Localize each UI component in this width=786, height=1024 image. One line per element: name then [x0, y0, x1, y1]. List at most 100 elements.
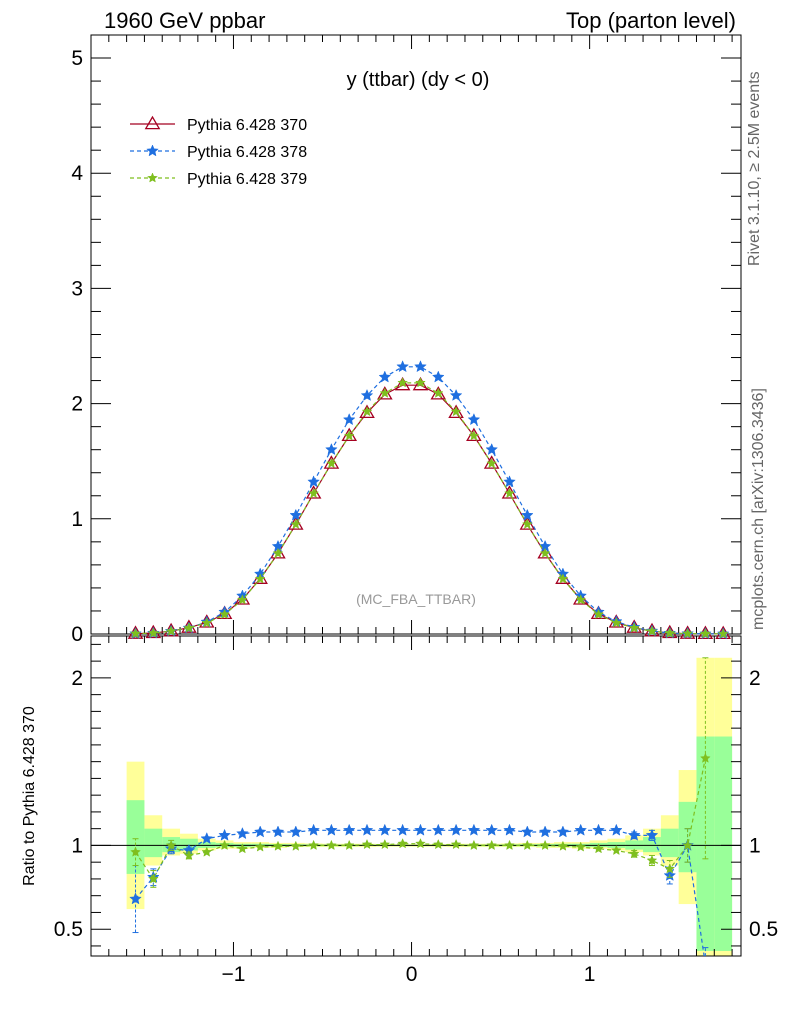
ratio-point — [503, 823, 516, 836]
band-green — [643, 837, 661, 853]
ratio-point — [467, 823, 481, 836]
ratio-point — [290, 840, 302, 851]
data-point — [468, 430, 480, 441]
ratio-point — [236, 843, 248, 854]
ratio-point — [325, 823, 338, 836]
ratio-point — [699, 752, 711, 763]
ratio-point — [468, 839, 480, 851]
data-point — [219, 608, 230, 620]
ratio-point — [432, 838, 444, 850]
ratio-point — [646, 854, 658, 866]
data-point — [325, 443, 338, 456]
data-point — [307, 475, 320, 488]
data-point — [415, 377, 426, 388]
data-point — [628, 622, 640, 633]
ratio-point — [147, 873, 159, 884]
data-point — [520, 508, 534, 521]
data-point — [717, 628, 729, 639]
ratio-point — [360, 823, 374, 836]
data-point — [610, 617, 622, 628]
y-tick-label: 3 — [71, 277, 83, 300]
x-tick-label: 0 — [406, 963, 418, 986]
data-point — [450, 406, 462, 417]
ratio-point — [361, 838, 373, 850]
data-point — [699, 628, 711, 639]
x-tick-label: −1 — [221, 963, 245, 986]
data-point — [467, 413, 481, 426]
y-tick-label: 2 — [71, 393, 83, 416]
ratio-point — [129, 892, 142, 905]
legend-label: Pythia 6.428 379 — [187, 171, 307, 188]
data-point — [201, 617, 213, 628]
ratio-point — [307, 823, 320, 836]
chart-annotation: (MC_FBA_TTBAR) — [356, 591, 476, 607]
ratio-point — [326, 839, 337, 851]
data-point — [432, 387, 444, 398]
ratio-point — [485, 823, 499, 836]
ratio-point — [415, 838, 426, 849]
ratio-point — [682, 839, 693, 851]
ratio-point — [200, 832, 214, 845]
y-tick-label: 4 — [71, 162, 83, 185]
data-point — [682, 628, 693, 639]
data-point — [664, 627, 676, 638]
main-series — [127, 360, 731, 640]
ratio-point — [130, 846, 141, 857]
x-tick-label: 1 — [584, 963, 596, 986]
ratio-point — [574, 823, 588, 836]
band-green — [144, 828, 163, 858]
ratio-point — [521, 839, 533, 851]
ratio-point — [556, 825, 570, 838]
ratio-point — [593, 843, 604, 854]
ratio-point — [219, 839, 230, 851]
ratio-point — [396, 823, 410, 836]
series-line-1 — [135, 366, 724, 635]
data-point — [130, 628, 141, 639]
ratio-point — [664, 863, 676, 874]
data-point — [503, 475, 516, 488]
data-point — [183, 622, 195, 633]
ratio-point — [504, 839, 515, 851]
ratio-bands — [126, 657, 733, 956]
ratio-point — [236, 827, 249, 840]
data-point — [342, 413, 356, 426]
ratio-series — [129, 657, 711, 969]
band-green — [714, 736, 733, 951]
data-point — [378, 370, 392, 383]
data-point — [593, 608, 604, 620]
data-point — [326, 457, 337, 469]
legend-label: Pythia 6.428 378 — [187, 144, 307, 161]
legend-marker — [147, 172, 158, 183]
ratio-point — [538, 825, 552, 838]
ratio-point — [378, 823, 392, 836]
data-point — [557, 573, 569, 584]
data-point — [504, 487, 515, 499]
ratio-y-tick-label: 1 — [749, 834, 761, 857]
ratio-point — [609, 823, 623, 836]
ratio-point — [343, 839, 355, 851]
data-point — [539, 547, 551, 558]
ratio-point — [449, 823, 463, 836]
y-tick-label: 5 — [71, 47, 83, 70]
data-point — [486, 457, 498, 469]
ratio-y-tick-label: 0.5 — [54, 918, 83, 941]
ratio-point — [379, 838, 391, 850]
data-point — [397, 377, 409, 388]
series-line-2 — [135, 382, 724, 635]
y-tick-label: 0 — [71, 623, 83, 646]
data-point — [236, 594, 248, 605]
data-point — [521, 518, 533, 529]
ratio-point — [218, 828, 231, 841]
data-point — [147, 627, 159, 638]
ratio-y-tick-label: 0.5 — [749, 918, 778, 941]
ratio-line-1 — [135, 758, 706, 881]
ratio-frame — [90, 635, 742, 957]
data-point — [343, 430, 355, 441]
ratio-point — [700, 958, 711, 969]
data-point — [360, 388, 374, 401]
ratio-point — [592, 823, 605, 836]
legend-label: Pythia 6.428 370 — [187, 117, 307, 134]
ratio-point — [575, 841, 587, 852]
ratio-point — [201, 846, 213, 857]
